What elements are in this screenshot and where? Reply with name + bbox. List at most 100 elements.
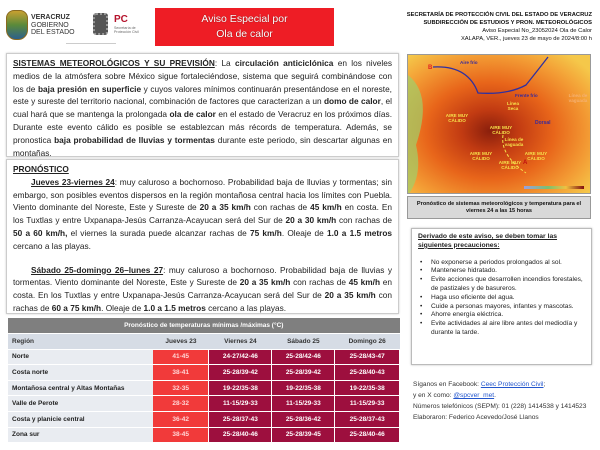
column-header: Región	[8, 333, 153, 350]
temperature-cell: 25-28/39-45	[271, 427, 336, 444]
trough-line	[502, 134, 527, 174]
temperature-cell: 32-35	[153, 380, 210, 397]
map-label: AIRE MUY CÁLIDO	[498, 160, 522, 170]
title-banner: Aviso Especial por Ola de calor	[155, 8, 334, 46]
map-caption: Pronóstico de sistemas meteorológicos y …	[407, 196, 591, 219]
text-segment: cercano a las playas.	[205, 302, 287, 313]
map-label: Aire frío	[460, 60, 478, 65]
emphasized-text: ola de calor	[169, 109, 216, 120]
punct: .	[494, 392, 496, 399]
text-segment: con rachas de	[250, 202, 311, 213]
authors: Elaboraron: Federico Acevedo/José Llanos	[413, 414, 539, 421]
facebook-link[interactable]: Ceec Protección Civil	[480, 381, 544, 388]
text-segment: , el cual hará que se mantenga la prolon…	[13, 96, 392, 120]
map-label: Línea Seca	[507, 101, 519, 111]
region-cell: Montañosa central y Altas Montañas	[8, 380, 153, 397]
column-header: Domingo 26	[334, 333, 400, 350]
emphasized-text: 1.0 a 1.5 metros	[327, 227, 393, 238]
precautions-title: Derivado de este aviso, se deben tomar l…	[418, 233, 558, 249]
precaution-item: Cuide a personas mayores, infantes y mas…	[418, 303, 585, 312]
table-row: Zona sur 38-45 25-28/40-46 25-28/39-45 25-28…	[8, 427, 400, 444]
table-caption: Pronóstico de temperaturas mínimas /máxi…	[8, 318, 400, 335]
temperature-cell: 25-28/39-42	[208, 364, 273, 381]
sistemas-paragraph: SISTEMAS METEOROLÓGICOS Y SU PREVISIÓN: …	[13, 57, 392, 159]
pronostico-fin-de-semana: Sábado 25-domingo 26–lunes 27: muy calur…	[13, 264, 392, 315]
map-label: AIRE MUY CÁLIDO	[524, 151, 548, 161]
text-segment: . Oleaje de	[101, 302, 144, 313]
map-lines	[408, 55, 584, 193]
emphasized-text: 60 a 75 km/h	[51, 302, 102, 313]
temperature-cell: 25-28/37-43	[334, 411, 400, 428]
precaution-item: Evite actividades al aire libre antes de…	[418, 320, 585, 338]
text-segment: en el estado de Veracruz en los próximos…	[13, 109, 392, 145]
temperature-cell: 11-15/29-33	[334, 395, 400, 413]
map-label: Línea de vaguada	[568, 93, 588, 103]
logo-line: GOBIERNO	[31, 21, 69, 29]
text-segment: : muy caluroso a bochornoso. Probabilida…	[13, 264, 392, 288]
text-segment: cercano a las playas.	[13, 240, 91, 251]
temperature-cell: 11-15/29-33	[271, 395, 336, 413]
temperature-cell: 11-15/29-33	[208, 395, 273, 413]
table-row: Costa y planicie central 36-42 25-28/37-43…	[8, 411, 400, 428]
precaution-item: Ahorre energía eléctrica.	[418, 311, 585, 320]
emphasized-text: 45 km/h	[310, 202, 342, 213]
emphasized-text: Sábado 25-domingo 26–lunes 27	[31, 264, 164, 275]
temperature-cell: 19-22/35-38	[208, 380, 273, 397]
pronostico-section: PRONÓSTICO Jueves 23-viernes 24: muy cal…	[6, 159, 399, 314]
place-date: XALAPA, VER., jueves 23 de mayo de 2024/…	[460, 36, 592, 42]
title-line: Aviso Especial por	[201, 13, 288, 25]
emphasized-text: 20 a 35 km/h	[199, 202, 251, 213]
emphasized-text: Jueves 23-viernes 24	[31, 176, 115, 187]
title-line: Ola de calor	[216, 28, 273, 40]
logo-line: VERACRUZ	[31, 14, 70, 21]
x-label: y en X como:	[413, 392, 454, 399]
map-label: A	[523, 160, 528, 166]
org-name: SECRETARÍA DE PROTECCIÓN CIVIL DEL ESTAD…	[406, 12, 592, 18]
cold-front-line	[432, 56, 549, 94]
x-link[interactable]: @spcver_met	[453, 392, 495, 399]
veracruz-logo-text: VERACRUZ GOBIERNO DEL ESTADO	[31, 14, 75, 37]
aviso-number: Aviso Especial No_23052024 Ola de Calor	[482, 28, 592, 34]
map-label: Dorsal	[535, 120, 551, 126]
proteccion-civil-logo	[93, 13, 108, 35]
temperature-cell: 25-28/43-47	[334, 349, 400, 366]
map-label: Línea de vaguada	[504, 137, 524, 147]
temperature-cell: 25-28/36-42	[271, 411, 336, 428]
precaution-item: Haga uso eficiente del agua.	[418, 294, 585, 303]
emphasized-text: circulación anticiclónica	[235, 58, 334, 68]
table-row: Norte 41-45 24-27/42-46 25-28/42-46 25-28/43…	[8, 349, 400, 366]
temperature-cell: 24-27/42-46	[208, 349, 273, 366]
emphasized-text: domo de calor	[323, 96, 381, 107]
temperature-cell: 25-28/40-46	[208, 427, 273, 444]
text-segment: con rachas de	[290, 277, 349, 288]
emphasized-text: 50 a 60 km/h,	[13, 227, 68, 238]
temperature-cell: 38-45	[153, 427, 210, 444]
emphasized-text: baja probabilidad de lluvias y tormentas	[54, 134, 215, 145]
table-row: Costa norte 38-41 25-28/39-42 25-28/39-42 25…	[8, 364, 400, 381]
temperature-cell: 19-22/35-38	[271, 380, 336, 397]
precautions-list: No exponerse a periodos prolongados al s…	[418, 259, 585, 338]
org-subdivision: SUBDIRECCIÓN DE ESTUDIOS Y PRON. METEORO…	[423, 20, 592, 26]
column-header: Jueves 23	[153, 333, 209, 350]
table-row: Montañosa central y Altas Montañas 32-35 1…	[8, 380, 400, 397]
logo-line: DEL ESTADO	[31, 29, 75, 36]
temperature-cell: 41-45	[153, 349, 210, 366]
region-cell: Zona sur	[8, 427, 153, 444]
pc-logo-title: PC	[114, 14, 128, 25]
temperature-cell: 25-28/37-43	[208, 411, 273, 428]
map-label: B	[428, 65, 433, 71]
text-segment: y cuyos valores mínimos continuarán pres…	[13, 83, 392, 107]
temperature-cell: 25-28/40-43	[334, 364, 400, 381]
text-segment: : muy caluroso a bochornoso. Probabilida…	[13, 176, 392, 213]
text-segment: el viernes la surada puede alcanzar rach…	[67, 227, 250, 238]
emphasized-text: 75 km/h	[249, 227, 282, 238]
temperature-table: Pronóstico de temperaturas mínimas /máxi…	[8, 318, 400, 444]
emphasized-text: SISTEMAS METEOROLÓGICOS Y SU PREVISIÓN	[13, 58, 215, 68]
temperature-cell: 28-32	[153, 395, 210, 413]
color-scale	[524, 186, 584, 189]
region-cell: Valle de Perote	[8, 395, 153, 413]
text-segment: durante este periodo, sin descartar algu…	[13, 134, 392, 158]
cool-region	[408, 55, 423, 193]
temperature-cell: 25-28/42-46	[271, 349, 336, 366]
text-segment: con rachas de	[336, 215, 392, 226]
